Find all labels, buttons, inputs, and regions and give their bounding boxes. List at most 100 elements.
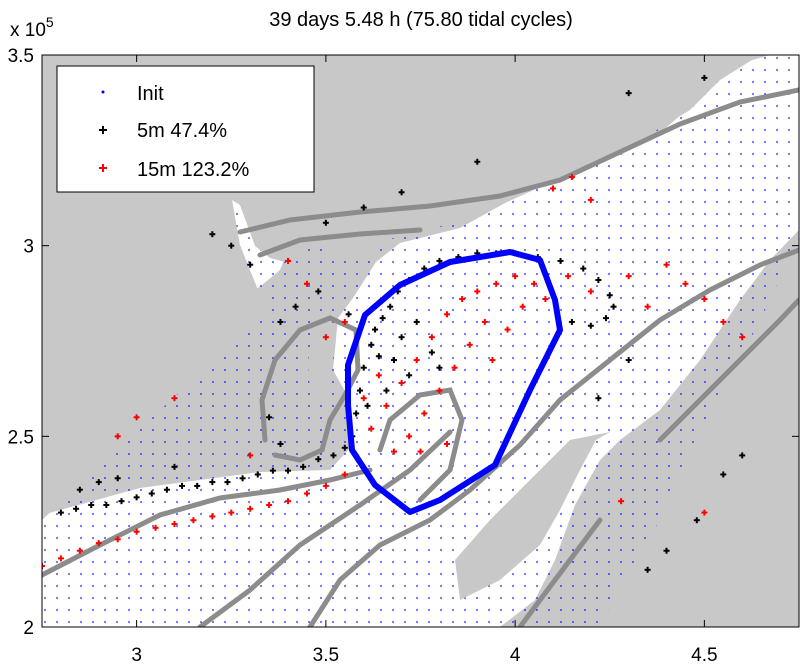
point-5m-11 [224, 479, 231, 486]
island-center [308, 330, 336, 400]
point-5m-44 [580, 265, 587, 272]
point-5m-70 [171, 463, 178, 470]
point-5m-15 [285, 467, 292, 474]
point-5m-4 [118, 498, 125, 505]
point-5m-21 [353, 410, 360, 417]
point-5m-23 [360, 364, 367, 371]
chart-title: 39 days 5.48 h (75.80 tidal cycles) [269, 9, 573, 31]
point-5m-68 [95, 479, 102, 486]
point-15m-54 [568, 174, 575, 181]
contour-north-2 [257, 227, 423, 258]
point-5m-12 [239, 475, 246, 482]
point-5m-2 [88, 501, 95, 508]
point-5m-57 [277, 318, 284, 325]
point-5m-72 [277, 440, 284, 447]
point-5m-73 [720, 471, 727, 478]
point-15m-9 [209, 513, 216, 520]
legend-marker-init [101, 90, 105, 94]
y-axis: 2 2.5 3 3.5 [8, 46, 799, 639]
point-15m-59 [285, 257, 292, 264]
y-exponent-power: 5 [46, 14, 54, 30]
point-5m-24 [368, 341, 375, 348]
point-15m-46 [625, 273, 632, 280]
point-15m-13 [285, 498, 292, 505]
y-tick-label-1: 2.5 [8, 427, 34, 448]
depth-contours [42, 87, 799, 627]
contour-east [657, 297, 799, 443]
point-15m-29 [542, 296, 549, 303]
point-15m-10 [228, 509, 235, 516]
contour-lower-mid [197, 429, 453, 627]
point-15m-55 [587, 196, 594, 203]
point-5m-61 [322, 219, 329, 226]
point-15m-28 [531, 280, 538, 287]
point-5m-3 [103, 501, 110, 508]
island-south [455, 432, 610, 600]
point-15m-7 [171, 521, 178, 528]
point-15m-8 [190, 517, 197, 524]
point-5m-22 [356, 387, 363, 394]
point-15m-60 [114, 433, 121, 440]
point-15m-37 [519, 303, 526, 310]
point-5m-28 [391, 357, 398, 364]
plot-frame [41, 54, 800, 628]
point-5m-6 [148, 490, 155, 497]
point-5m-25 [372, 326, 379, 333]
legend: Init 5m 47.4% 15m 123.2% [56, 65, 315, 193]
point-15m-31 [466, 341, 473, 348]
contour-lower-right [307, 247, 799, 627]
point-5m-46 [606, 292, 613, 299]
legend-label-5m: 5m 47.4% [137, 120, 227, 142]
point-15m-18 [368, 425, 375, 432]
point-15m-56 [341, 318, 348, 325]
point-5m-66 [701, 74, 708, 81]
y-tick-label-3: 3.5 [8, 46, 34, 67]
point-5m-56 [292, 303, 299, 310]
point-5m-7 [163, 486, 170, 493]
point-5m-74 [739, 452, 746, 459]
point-5m-13 [254, 471, 261, 478]
point-15m-41 [391, 448, 398, 455]
point-15m-58 [303, 280, 310, 287]
point-5m-1 [73, 505, 80, 512]
point-5m-45 [595, 276, 602, 283]
point-15m-53 [549, 185, 556, 192]
point-5m-59 [228, 242, 235, 249]
y-tick-label-2: 3 [23, 237, 34, 258]
point-15m-22 [428, 334, 435, 341]
point-15m-42 [417, 448, 424, 455]
point-15m-52 [682, 280, 689, 287]
point-15m-12 [266, 501, 273, 508]
point-5m-30 [406, 372, 413, 379]
point-15m-14 [303, 490, 310, 497]
point-15m-30 [481, 318, 488, 325]
point-5m-50 [568, 318, 575, 325]
point-15m-20 [398, 379, 405, 386]
plot-area [42, 55, 799, 627]
point-5m-52 [413, 318, 420, 325]
point-5m-76 [663, 547, 670, 554]
contour-lower-west [42, 467, 373, 578]
point-5m-58 [247, 261, 254, 268]
point-5m-60 [209, 231, 216, 238]
point-5m-18 [330, 452, 337, 459]
point-15m-32 [451, 364, 458, 371]
point-15m-49 [720, 318, 727, 325]
point-15m-61 [133, 414, 140, 421]
point-5m-79 [625, 357, 632, 364]
point-5m-19 [341, 444, 348, 451]
point-5m-63 [398, 189, 405, 196]
y-exponent-base: x 10 [10, 20, 46, 41]
point-15m-4 [114, 536, 121, 543]
point-15m-35 [406, 433, 413, 440]
point-5m-43 [557, 257, 564, 264]
point-5m-48 [602, 315, 609, 322]
point-15m-51 [644, 303, 651, 310]
series-5m-points [57, 74, 746, 573]
point-5m-54 [345, 311, 352, 318]
legend-marker-15m [99, 164, 107, 172]
point-15m-65 [618, 498, 625, 505]
point-5m-51 [428, 349, 435, 356]
legend-marker-5m [99, 126, 107, 134]
point-5m-27 [387, 303, 394, 310]
